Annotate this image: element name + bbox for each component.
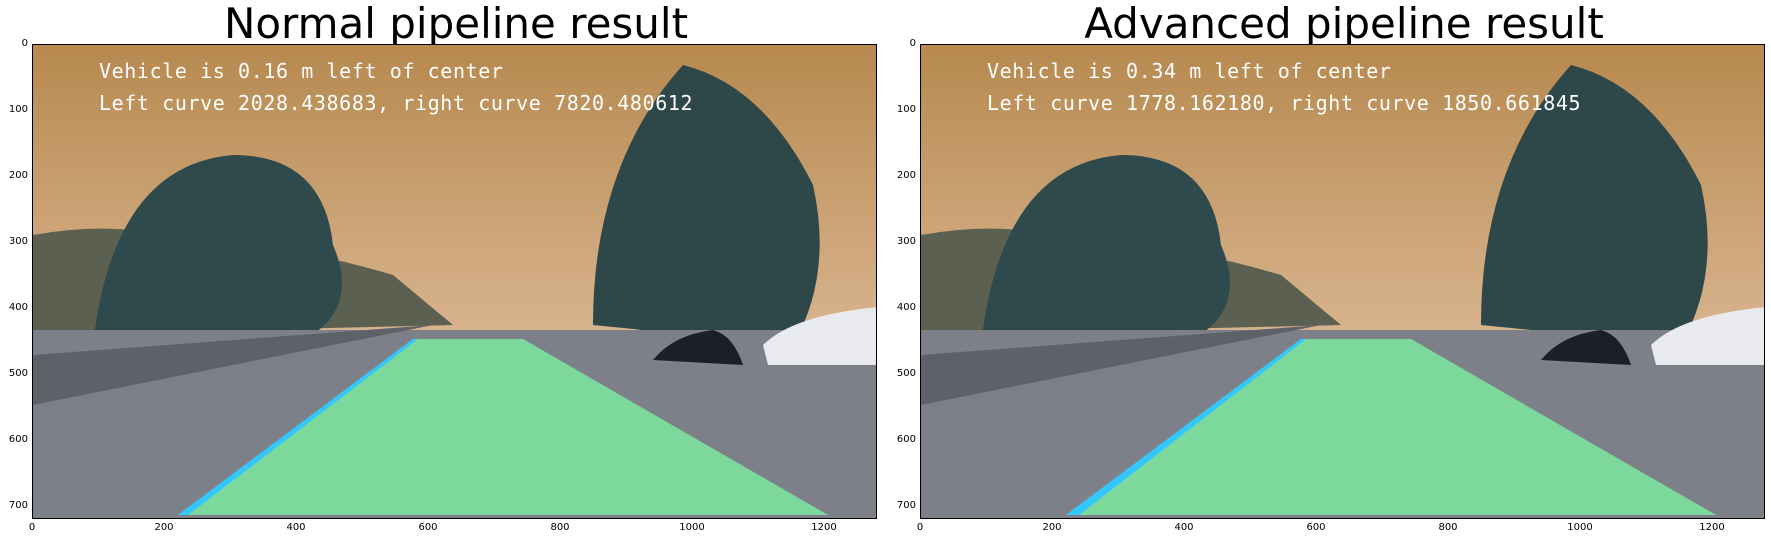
x-tick-label: 800 [1438,522,1458,533]
x-tick-label: 200 [154,522,174,533]
y-tick-label: 600 [8,434,28,445]
x-tick-label: 600 [418,522,438,533]
road-scene-image [33,45,876,518]
x-tick-label: 1000 [679,522,705,533]
y-tick-label: 500 [8,368,28,379]
y-tick-label: 100 [8,104,28,115]
y-tick-label: 0 [21,38,28,49]
y-tick-label: 400 [896,302,916,313]
y-tick-label: 200 [8,170,28,181]
panel-title: Normal pipeline result [223,0,689,48]
x-tick-label: 400 [1174,522,1194,533]
curvature-text: Left curve 1778.162180, right curve 1850… [987,91,1582,115]
x-tick-label: 200 [1042,522,1062,533]
y-tick-label: 400 [8,302,28,313]
x-tick-label: 1200 [811,522,837,533]
y-tick-label: 700 [8,500,28,511]
y-tick-label: 100 [896,104,916,115]
y-tick-label: 300 [896,236,916,247]
vehicle-offset-text: Vehicle is 0.16 m left of center [99,59,504,83]
x-tick-label: 0 [916,522,924,533]
right-panel: Advanced pipeline result Vehicle is 0.34… [888,0,1768,542]
x-tick-label: 0 [28,522,36,533]
curvature-text: Left curve 2028.438683, right curve 7820… [99,91,694,115]
x-tick-label: 1200 [1699,522,1725,533]
panel-title: Advanced pipeline result [1084,0,1604,48]
y-tick-label: 0 [909,38,916,49]
image-plot: Vehicle is 0.34 m left of center Left cu… [920,44,1765,519]
y-tick-label: 200 [896,170,916,181]
left-panel: Normal pipeline result Vehicle is 0.16 m… [0,0,880,542]
vehicle-offset-text: Vehicle is 0.34 m left of center [987,59,1392,83]
y-tick-label: 500 [896,368,916,379]
x-tick-label: 600 [1306,522,1326,533]
x-tick-label: 400 [286,522,306,533]
x-tick-label: 800 [550,522,570,533]
y-tick-label: 700 [896,500,916,511]
y-tick-label: 300 [8,236,28,247]
image-plot: Vehicle is 0.16 m left of center Left cu… [32,44,877,519]
road-scene-image [921,45,1764,518]
y-tick-label: 600 [896,434,916,445]
x-tick-label: 1000 [1567,522,1593,533]
